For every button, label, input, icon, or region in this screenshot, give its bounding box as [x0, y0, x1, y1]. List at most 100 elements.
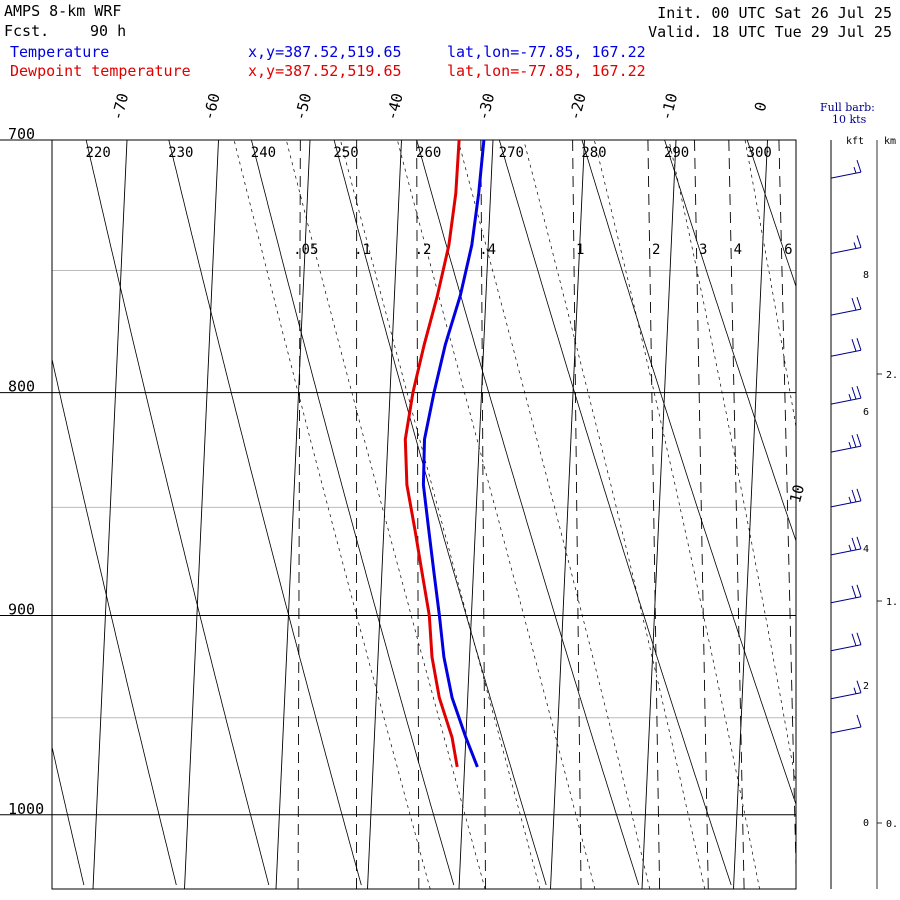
header-fcst-hours: 90 h	[90, 22, 127, 40]
wind-barb-half	[853, 166, 857, 174]
mixing-ratio-label: 1	[576, 242, 584, 258]
mixing-ratio-label: .05	[293, 242, 318, 258]
wind-barb-full	[851, 339, 857, 352]
wind-barb-staff	[830, 171, 862, 179]
pressure-tick-label: 700	[8, 125, 35, 143]
pressure-tick-label: 900	[8, 600, 35, 618]
dry-adiabat-label: 230	[168, 145, 193, 161]
wind-barb	[830, 159, 862, 179]
kft-tick-label: 0	[863, 818, 869, 829]
moist-adiabat-line	[457, 140, 651, 889]
moist-adiabat-line	[593, 140, 760, 889]
dry-adiabat-line	[498, 140, 732, 886]
dewpoint-profile-line	[403, 140, 461, 768]
wind-barb	[830, 235, 862, 254]
pressure-tick-label: 1000	[8, 800, 44, 818]
legend-dewpoint-xy: x,y=387.52,519.65	[248, 62, 402, 80]
wind-barb-full	[856, 488, 862, 502]
wind-barb	[830, 488, 862, 508]
wind-barb-staff	[830, 596, 862, 604]
kft-tick-label: 4	[863, 544, 869, 555]
mixing-ratio-label: 2	[652, 242, 660, 258]
dry-adiabat-line	[52, 357, 177, 886]
isotherm-line	[550, 140, 585, 889]
wind-barb-staff	[830, 397, 862, 405]
wind-barb	[830, 584, 862, 604]
isotherm-label: -40	[382, 91, 406, 122]
wind-barb	[830, 338, 862, 357]
wind-barb-staff	[830, 548, 862, 556]
dry-adiabat-label: 220	[86, 145, 111, 161]
wind-barb	[830, 433, 862, 453]
wind-barb-half	[848, 544, 852, 552]
mixing-ratio-label: .2	[415, 242, 432, 258]
header-valid: Valid. 18 UTC Tue 29 Jul 25	[648, 23, 892, 41]
moist-adiabat-line	[744, 140, 796, 430]
wind-barb-full	[851, 297, 857, 311]
dry-adiabat-line	[664, 140, 796, 543]
wind-barb-staff	[830, 308, 862, 316]
dry-adiabat-line	[333, 140, 547, 886]
wind-barb-half	[853, 687, 857, 694]
dry-adiabat-label: 290	[664, 145, 689, 161]
dry-adiabat-line	[85, 140, 270, 886]
isotherm-line	[825, 140, 859, 889]
dry-adiabat-label: 300	[747, 145, 772, 161]
dry-adiabat-label: 280	[581, 145, 606, 161]
wind-barb-full	[851, 386, 857, 400]
isotherm-label: -60	[199, 91, 223, 122]
km-unit-label: km	[884, 136, 896, 147]
isotherm-label: 10	[786, 483, 808, 505]
wind-barb-full	[851, 434, 857, 448]
header-fcst-label: Fcst.	[4, 22, 50, 40]
moist-adiabat-line	[815, 113, 900, 889]
isotherm-line	[733, 140, 768, 889]
dry-adiabat-line	[746, 140, 796, 288]
mixing-ratio-label: .1	[354, 242, 371, 258]
wind-barb	[830, 296, 862, 316]
wind-barb-full	[856, 632, 862, 645]
pressure-tick-label: 800	[8, 378, 35, 396]
wind-barb-full	[851, 633, 857, 646]
isotherm-label: -70	[108, 91, 132, 122]
dry-adiabat-line	[52, 745, 85, 886]
wind-barb-staff	[830, 500, 862, 508]
kft-tick-label: 6	[863, 407, 869, 418]
kft-unit-label: kft	[846, 136, 864, 147]
wind-barb-full	[856, 536, 862, 550]
header-init: Init. 00 UTC Sat 26 Jul 25	[657, 4, 892, 22]
wind-barb-full	[856, 385, 862, 399]
wind-barb	[830, 632, 862, 652]
dry-adiabat-label: 260	[416, 145, 441, 161]
dry-adiabat-label: 250	[333, 145, 358, 161]
dry-adiabat-line	[581, 140, 796, 806]
wind-barb	[830, 714, 862, 734]
dry-adiabat-line	[168, 140, 362, 886]
kft-tick-label: 2	[863, 681, 869, 692]
wind-barb-full	[856, 680, 862, 693]
moist-adiabat-line	[285, 140, 486, 889]
wind-barb-full	[851, 489, 857, 503]
mixing-ratio-label: 6	[784, 242, 792, 258]
dry-adiabat-label: 240	[251, 145, 276, 161]
barb-legend-line2: 10 kts	[832, 113, 867, 126]
isotherm-label: -10	[657, 91, 681, 122]
wind-barb-half	[848, 393, 852, 401]
wind-barb-staff	[830, 726, 862, 734]
wind-barb-full	[856, 235, 862, 248]
isotherm-label: -50	[291, 91, 315, 122]
wind-barb-staff	[830, 349, 862, 357]
wind-barb	[830, 385, 862, 405]
moist-adiabat-line	[340, 140, 541, 889]
legend-temperature-latlon: lat,lon=-77.85, 167.22	[447, 43, 646, 61]
wind-barb-half	[853, 242, 857, 249]
wind-barb-full	[856, 338, 862, 351]
legend-temperature-xy: x,y=387.52,519.65	[248, 43, 402, 61]
wind-barb-staff	[830, 246, 862, 254]
isotherm-line	[458, 140, 494, 889]
wind-barb-full	[856, 584, 862, 597]
isotherm-label: -30	[474, 91, 498, 122]
mixing-ratio-label: 4	[734, 242, 742, 258]
km-tick-label: 0.	[886, 819, 898, 830]
